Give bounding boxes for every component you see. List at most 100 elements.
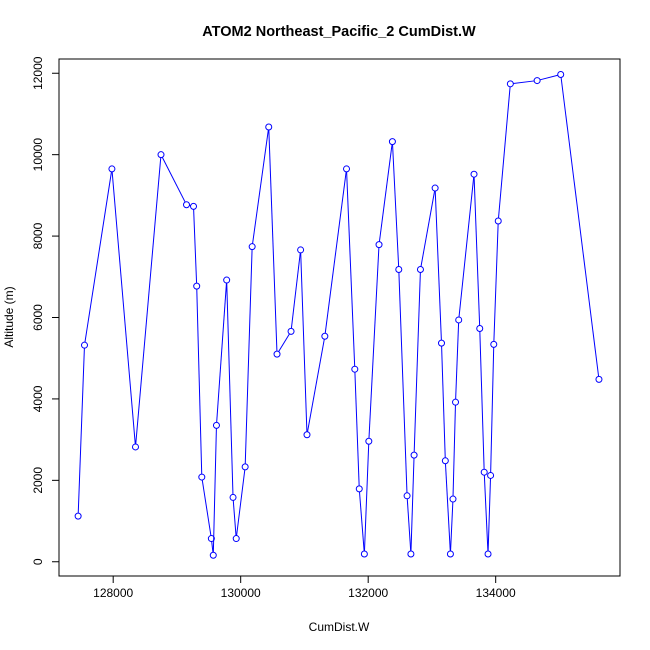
series-segment <box>513 80 535 84</box>
series-segment <box>406 498 412 552</box>
series-segment <box>324 171 347 334</box>
series-segment <box>268 129 278 352</box>
series-segment <box>193 209 198 284</box>
series-segment <box>354 372 360 486</box>
data-point <box>232 535 240 543</box>
series-segment <box>196 289 203 475</box>
series-segment <box>84 171 112 343</box>
data-point <box>455 316 463 324</box>
data-point <box>490 340 498 348</box>
y-tick-label: 12000 <box>31 56 45 90</box>
y-tick-label: 0 <box>31 558 45 565</box>
series-segment <box>378 144 393 242</box>
data-point <box>351 365 359 373</box>
series-segment <box>479 331 485 470</box>
x-tick-label: 130000 <box>221 586 261 600</box>
y-axis-label: Altitude (m) <box>2 286 16 347</box>
x-tick-label: 128000 <box>93 586 133 600</box>
data-point <box>484 550 492 558</box>
series-segment <box>458 177 475 318</box>
data-point <box>388 138 396 146</box>
series-segment <box>487 478 491 552</box>
series-segment <box>236 469 246 536</box>
data-point <box>248 243 256 251</box>
series-segment <box>307 339 325 432</box>
data-point <box>321 332 329 340</box>
series-segment <box>161 157 186 203</box>
series-segment <box>201 479 212 536</box>
data-point <box>265 123 273 131</box>
data-point <box>209 551 217 559</box>
series-segment <box>560 77 600 377</box>
y-tick-label: 6000 <box>31 304 45 331</box>
data-point <box>595 375 603 383</box>
data-point <box>487 471 495 479</box>
chart-title: ATOM2 Northeast_Pacific_2 CumDist.W <box>202 24 476 40</box>
data-point <box>395 265 403 273</box>
data-point <box>193 282 201 290</box>
series-segment <box>111 171 136 445</box>
data-point <box>190 202 198 210</box>
data-point <box>108 165 116 173</box>
data-point <box>132 443 139 451</box>
series-segment <box>434 191 442 341</box>
data-point <box>416 265 424 273</box>
data-point <box>157 151 165 159</box>
data-point <box>410 451 418 459</box>
series-segment <box>358 491 365 552</box>
data-point <box>365 437 373 445</box>
data-point <box>431 184 439 192</box>
data-point <box>241 463 249 471</box>
data-point <box>557 70 565 78</box>
data-point <box>438 339 445 347</box>
series-segment <box>493 224 499 342</box>
data-point <box>229 493 237 501</box>
y-tick-label: 10000 <box>31 138 45 172</box>
series-segment <box>392 144 400 267</box>
series-segment <box>212 428 217 553</box>
series-segment <box>410 458 415 552</box>
x-tick-label: 132000 <box>348 586 388 600</box>
series-segment <box>473 177 481 326</box>
y-tick-label: 4000 <box>31 385 45 412</box>
series-group <box>74 70 603 559</box>
data-point <box>74 512 82 520</box>
data-point <box>441 457 449 465</box>
data-point <box>198 473 206 481</box>
data-point <box>446 550 454 558</box>
data-point <box>81 341 88 349</box>
series-segment <box>413 272 421 453</box>
series-segment <box>450 502 454 552</box>
series-segment <box>398 272 408 493</box>
y-axis: 0 2000 4000 6000 8000 10000 12000 <box>31 56 60 565</box>
series-segment <box>135 157 162 445</box>
plot-frame <box>58 58 621 577</box>
series-segment <box>420 190 436 267</box>
y-tick-label: 8000 <box>31 222 45 249</box>
series-segment <box>244 249 253 464</box>
data-point <box>303 431 311 439</box>
series-segment <box>444 463 451 552</box>
data-point <box>449 495 457 503</box>
data-point <box>287 327 295 335</box>
data-point <box>476 324 484 332</box>
series-segment <box>363 444 370 552</box>
data-point <box>183 201 190 209</box>
series-segment <box>483 475 489 552</box>
data-point <box>273 350 281 358</box>
series-segment <box>226 283 234 495</box>
series-segment <box>211 541 214 553</box>
series-segment <box>368 247 380 439</box>
series-segment <box>346 171 356 367</box>
x-axis: 128000 130000 132000 134000 <box>93 575 516 600</box>
series-segment <box>300 252 308 432</box>
data-point <box>375 241 383 249</box>
data-point <box>506 80 514 88</box>
data-point <box>343 165 351 173</box>
data-point <box>355 485 363 493</box>
series-segment <box>539 74 558 81</box>
series-segment <box>216 283 227 423</box>
data-point <box>212 421 220 429</box>
